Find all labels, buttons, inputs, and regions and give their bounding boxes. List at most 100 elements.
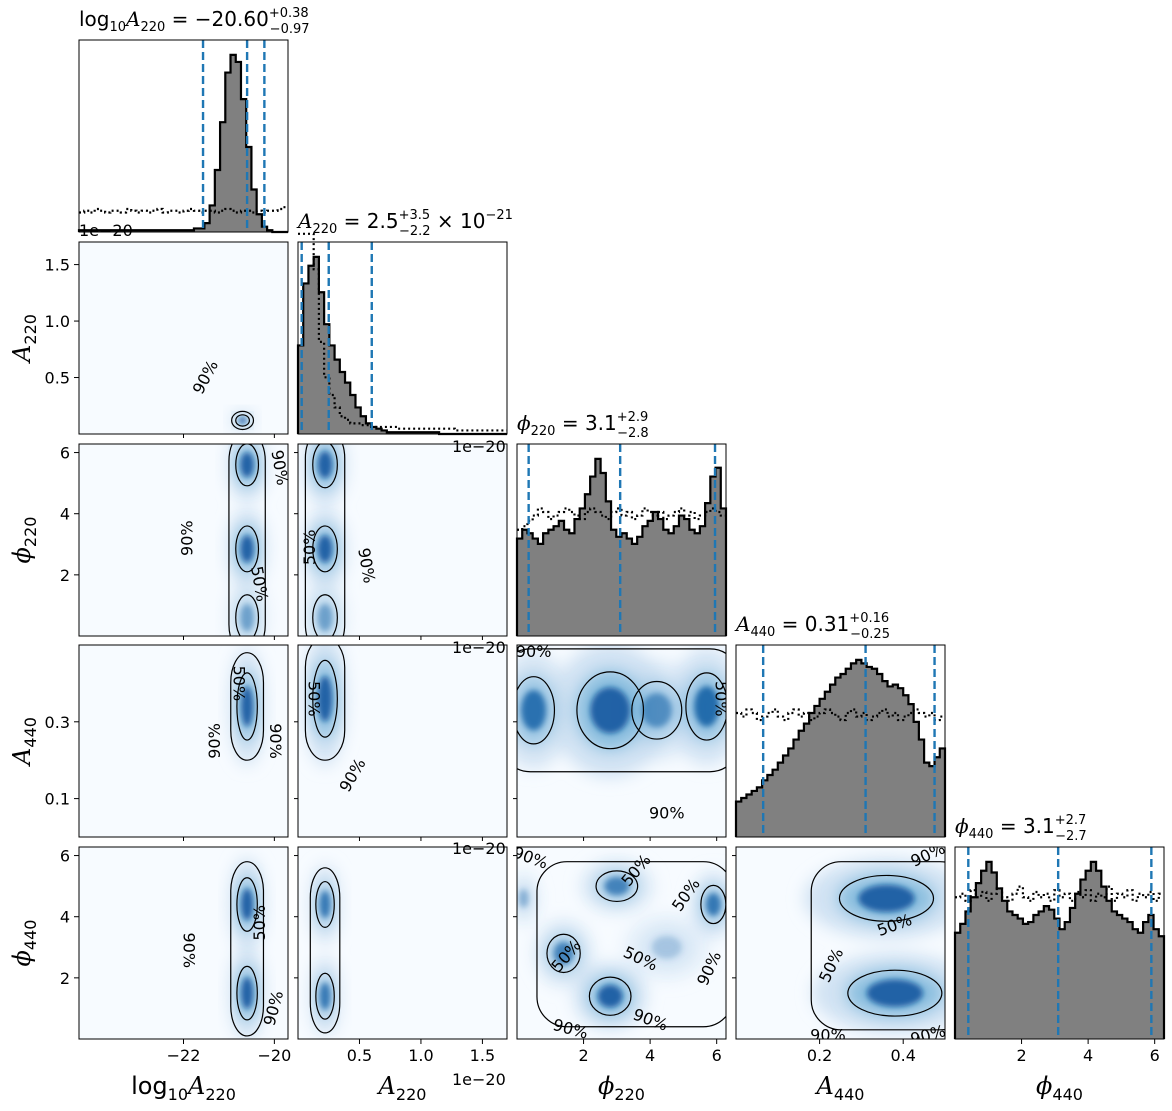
y-axis-label-A440: A440: [8, 717, 40, 767]
contour-50-1: [315, 972, 335, 1020]
density-core-4: [651, 935, 682, 959]
density-panel-log10A220-A440: 50% 90% 90%: [78, 644, 289, 838]
panel-frame: [516, 846, 727, 1040]
hist-panel-A440: A440 = 0.31+0.16 −0.25: [734, 611, 947, 838]
density-panel-A220-A440: 50%90%: [297, 644, 508, 838]
contour-50-0: [236, 877, 258, 932]
contour-50-1: [546, 933, 581, 974]
contour-90: [810, 861, 945, 1031]
axes-layer: −22 −20 log10A220 0.5 1.0 1.5 A220 2 4 6 ϕ220 0.2 0.…: [8, 221, 1160, 1104]
density-core-1: [317, 535, 333, 563]
contour-label-0: 90%: [516, 642, 552, 661]
x-tick-label-A220: 1.0: [408, 1046, 433, 1065]
density-core-1: [866, 979, 924, 1007]
density-core-0: [317, 675, 333, 722]
panel-frame: [297, 241, 508, 435]
posterior-hist-fill: [79, 54, 288, 232]
contour-50-2: [595, 870, 639, 903]
density-core-1: [240, 977, 254, 1010]
y-tick-label-phi440: 4: [60, 908, 70, 927]
contour-50-0: [312, 659, 338, 738]
contour-50-1: [236, 965, 258, 1021]
density-core-0: [597, 984, 623, 1008]
density-core-0: [240, 452, 254, 478]
density-core-2: [317, 603, 333, 632]
contour-label-4: 90%: [551, 1015, 590, 1043]
x-axis-label-log10A220: log10A220: [131, 1072, 236, 1104]
y-axis-label-A220: A220: [8, 314, 40, 364]
density-background: [79, 242, 288, 434]
density-core-1: [240, 535, 254, 563]
contour-50-1: [576, 671, 645, 750]
y-tick-label-phi220: 4: [60, 505, 70, 524]
panel-frame: [954, 846, 1165, 1040]
contour-label-1: 90%: [205, 723, 224, 759]
contour-50-0: [838, 874, 935, 922]
density-panel-A220-phi220: 50% 90%: [297, 443, 508, 637]
contour-label-1: 50%: [250, 905, 269, 941]
density-core-0: [240, 686, 254, 727]
offset-text-0: 1e−20: [79, 221, 133, 240]
contour-50-0: [517, 676, 556, 745]
density-panel-log10A220-A220: 90%: [78, 241, 289, 435]
contour-label-0: 50%: [300, 530, 319, 566]
density-core-1: [319, 982, 331, 1010]
density-panel-phi220-phi440: 50% 50%50%50%90% 90%90%90%: [516, 846, 727, 1043]
contour-90: [228, 444, 266, 636]
density-core-2: [604, 876, 630, 896]
panel-frame: [297, 846, 508, 1040]
y-tick-label-phi440: 2: [60, 969, 70, 988]
posterior-hist-outline: [953, 860, 1166, 1039]
contour-label-2: 90%: [266, 723, 285, 759]
x-axis-label-A440: A440: [815, 1072, 865, 1104]
contour-label-1: 90%: [649, 803, 685, 822]
contour-90: [536, 861, 726, 1028]
density-core-0: [238, 417, 247, 424]
density-core-1: [590, 687, 631, 734]
posterior-hist-fill: [736, 659, 945, 837]
x-tick-label-log10A220: −22: [167, 1046, 201, 1065]
prior-hist: [736, 708, 945, 722]
contour-label-2: 50%: [712, 681, 731, 717]
density-core-0: [858, 884, 915, 913]
x-axis-label-phi440: ϕ440: [1036, 1072, 1083, 1104]
contour-50-0: [315, 880, 335, 929]
x-axis-label-A220: A220: [377, 1072, 427, 1104]
density-core-3: [705, 893, 721, 916]
contour-50-1: [235, 525, 260, 573]
density-core-1: [553, 941, 574, 965]
contour-90: [309, 867, 341, 1034]
posterior-hist-outline: [734, 658, 947, 837]
y-tick-label-A220: 1.5: [45, 256, 70, 275]
contour-50-0: [312, 444, 338, 489]
contour-50-2: [312, 594, 338, 636]
density-core-0: [317, 451, 333, 479]
density-panel-A440-phi440: 50%50%90%90%90%: [735, 846, 946, 1040]
prior-hist: [517, 507, 726, 531]
panel-frame: [735, 644, 946, 838]
density-panel-A220-phi440: [297, 846, 508, 1040]
panel-title-log10A220: log10A220 = −20.60+0.38 −0.97: [79, 6, 310, 37]
x-tick-label-log10A220: −20: [257, 1046, 291, 1065]
density-core-5: [518, 889, 529, 908]
posterior-hist-fill: [517, 458, 726, 636]
hist-panel-phi440: ϕ440 = 3.1+2.7 −2.7: [953, 813, 1166, 1040]
contour-50-0: [236, 672, 258, 741]
contour-label-0: 50%: [230, 666, 249, 702]
posterior-hist-fill: [955, 861, 1164, 1039]
panel-frame: [516, 443, 727, 637]
posterior-hist-outline: [515, 457, 728, 636]
density-core-0: [521, 690, 547, 731]
y-tick-label-phi440: 6: [60, 847, 70, 866]
offset-text-4: 1e−20: [452, 1070, 506, 1089]
density-panel-phi220-A440: 90% 90% 50%: [516, 642, 731, 838]
panel-frame: [297, 443, 508, 637]
offset-text-3: 1e−20: [452, 839, 506, 858]
panel-title-A440: A440 = 0.31+0.16 −0.25: [734, 611, 890, 642]
x-tick-label-phi220: 2: [578, 1046, 588, 1065]
contour-label-0: 50%: [304, 681, 323, 717]
contour-label-0: 90%: [178, 520, 197, 556]
y-tick-label-A220: 1.0: [45, 312, 70, 331]
offset-text-1: 1e−20: [452, 437, 506, 456]
